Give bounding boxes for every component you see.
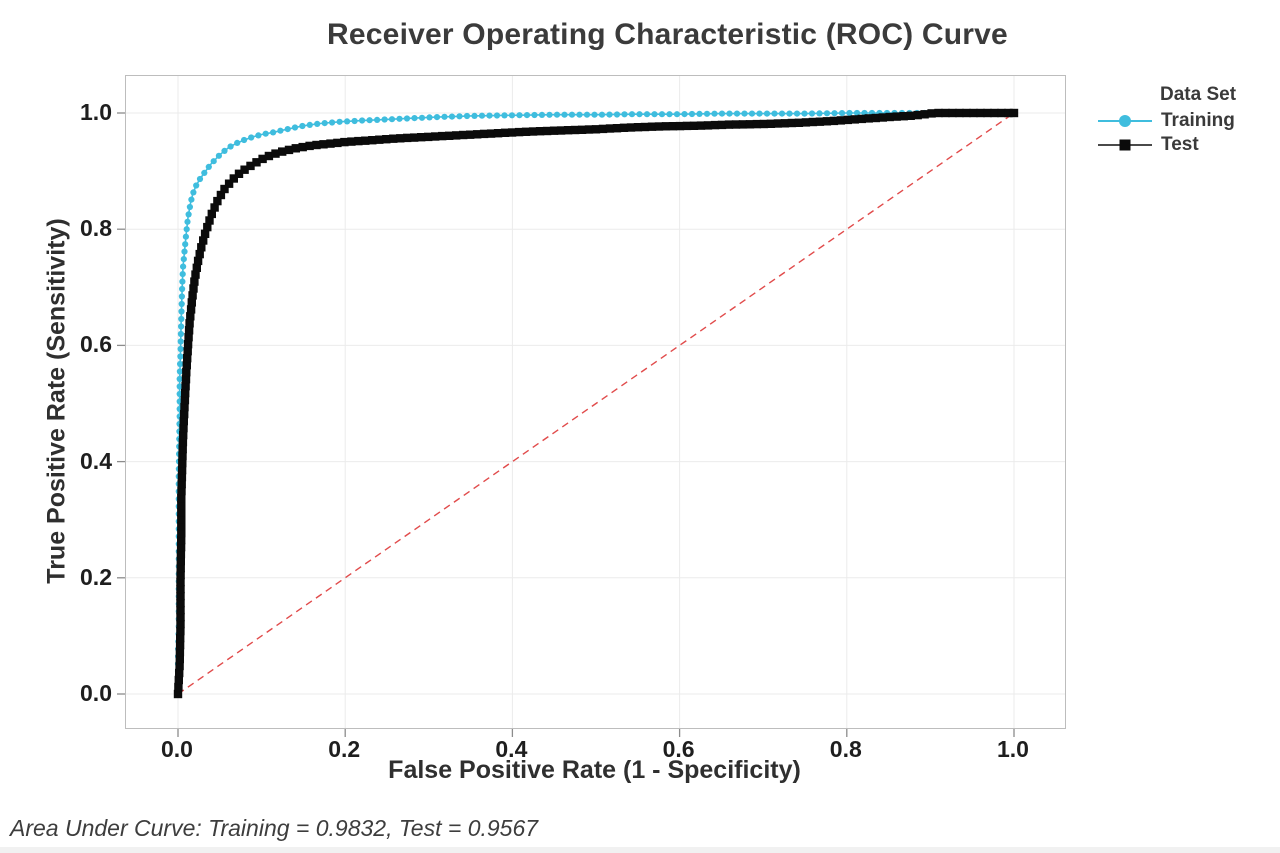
x-tick-label: 0.4: [495, 736, 528, 762]
y-tick-label: 0.0: [80, 680, 112, 706]
legend-title: Data Set: [1160, 84, 1237, 105]
series-training: [174, 109, 1018, 698]
test-line-swatch: [1098, 139, 1152, 151]
chance-diagonal-reference-line: [177, 112, 1015, 695]
legend-item-test[interactable]: Test: [1098, 133, 1236, 157]
x-tick-label: 0.8: [829, 736, 862, 762]
auc-summary-note: Area Under Curve: Training = 0.9832, Tes…: [10, 815, 539, 841]
legend-item-label: Test: [1161, 134, 1199, 155]
legend: Data Set Training Test: [1098, 84, 1236, 157]
grid-layer: [126, 76, 1065, 728]
roc-curves-canvas: [117, 76, 1065, 737]
y-tick-label: 0.6: [80, 331, 112, 358]
bottom-edge-strip: [0, 847, 1280, 853]
legend-item-label: Training: [1161, 110, 1235, 131]
y-tick-label: 0.4: [80, 447, 112, 474]
y-axis-title: True Positive Rate (Sensitivity): [42, 218, 71, 584]
series-test: [173, 108, 1019, 699]
x-tick-label: 0.2: [328, 736, 361, 762]
axis-tick-marks: [117, 112, 1015, 737]
x-tick-label: 0.6: [662, 736, 695, 762]
x-axis-title: False Positive Rate (1 - Specificity): [388, 756, 801, 784]
x-tick-label: 0.0: [161, 736, 193, 762]
x-tick-label: 1.0: [997, 736, 1029, 762]
y-tick-label: 0.8: [80, 215, 112, 242]
legend-item-training[interactable]: Training: [1098, 109, 1236, 133]
plot-area: [117, 75, 1066, 737]
test-square-marker-icon: [1119, 139, 1131, 151]
y-tick-label: 0.2: [80, 563, 112, 590]
training-circle-marker-icon: [1119, 115, 1131, 127]
training-line-swatch: [1098, 115, 1152, 127]
y-tick-label: 1.0: [80, 99, 112, 125]
chart-title: Receiver Operating Characteristic (ROC) …: [327, 18, 1008, 51]
